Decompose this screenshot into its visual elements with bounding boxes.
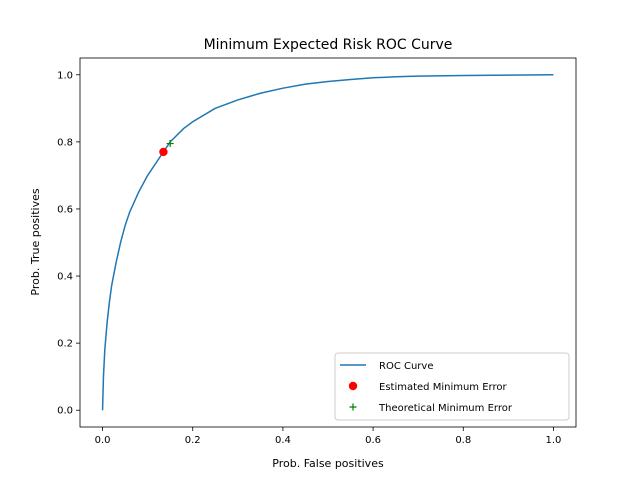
- chart-title: Minimum Expected Risk ROC Curve: [204, 37, 453, 53]
- y-tick-label-1: 0.2: [57, 339, 73, 350]
- x-tick-label-3: 0.6: [365, 435, 381, 446]
- x-tick-label-4: 0.8: [455, 435, 471, 446]
- y-tick-label-0: 0.0: [57, 406, 73, 417]
- legend-box: [334, 352, 570, 421]
- legend-label-1: Estimated Minimum Error: [379, 382, 507, 393]
- x-axis-title: Prob. False positives: [272, 457, 384, 470]
- y-axis-title: Prob. True positives: [29, 188, 42, 295]
- plot-frame: [79, 57, 577, 428]
- plot-area: 0.0 0.2 0.4 0.6 0.8 1.0 0.0 0.2 0.4 0.6 0.8 1.0: [57, 57, 577, 446]
- legend-label-0: ROC Curve: [379, 361, 433, 372]
- roc-curve-line: [101, 74, 554, 411]
- x-tick-label-2: 0.4: [275, 435, 291, 446]
- legend: ROC Curve Estimated Minimum Error Theoreti…: [334, 352, 570, 421]
- x-tick-label-1: 0.2: [185, 435, 201, 446]
- legend-swatch-theoretical-minimum-error: [349, 403, 357, 411]
- estimated-minimum-error-point: [159, 147, 168, 157]
- x-tick-label-5: 1.0: [546, 435, 562, 446]
- y-tick-label-2: 0.4: [57, 272, 73, 283]
- y-tick-label-3: 0.6: [57, 204, 73, 215]
- theoretical-minimum-error-point: [166, 140, 174, 148]
- x-tick-label-0: 0.0: [95, 435, 111, 446]
- y-tick-label-5: 1.0: [57, 70, 73, 81]
- y-tick-label-4: 0.8: [57, 137, 73, 148]
- legend-label-2: Theoretical Minimum Error: [378, 403, 513, 414]
- legend-swatch-estimated-minimum-error: [348, 381, 358, 391]
